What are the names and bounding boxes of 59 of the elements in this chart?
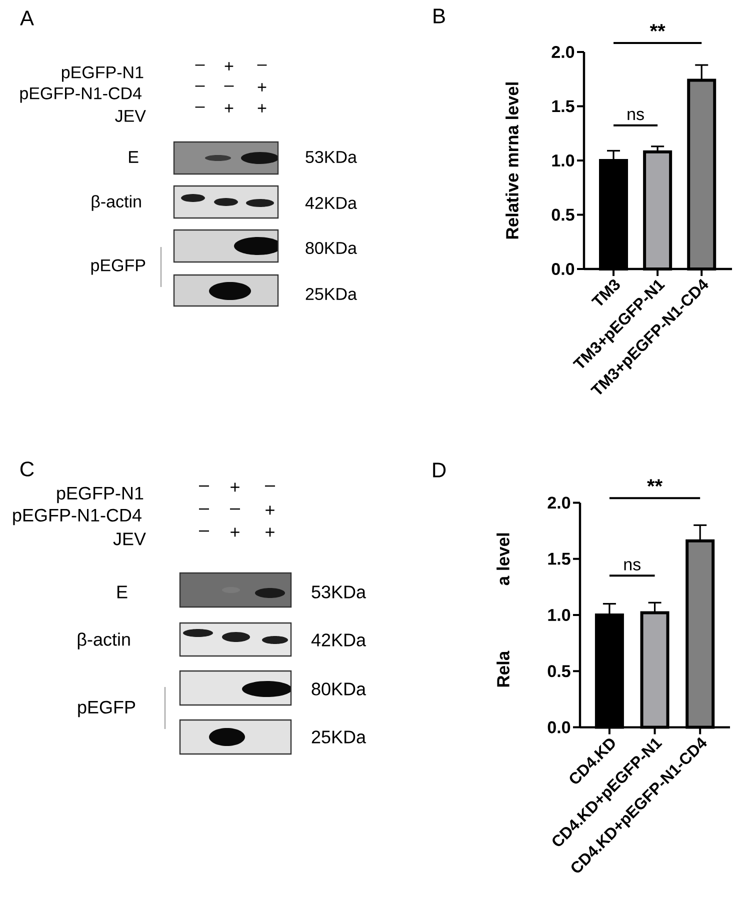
text: – xyxy=(195,64,205,66)
chart-title: B xyxy=(434,8,445,24)
y-axis-title: Rela xyxy=(496,650,510,687)
y-tick-label: 0.0 xyxy=(548,721,570,734)
y-tick-label: 0.5 xyxy=(548,665,570,678)
text: – xyxy=(198,530,209,532)
y-tick-label: 0.0 xyxy=(552,262,574,276)
y-tick-label: 1.5 xyxy=(552,100,574,112)
text: – xyxy=(198,485,209,487)
text: – xyxy=(257,64,267,66)
text: ** xyxy=(647,479,663,487)
text: 42KDa xyxy=(311,634,366,646)
text: E xyxy=(117,586,128,598)
y-tick-label: 2.0 xyxy=(548,496,570,509)
text: 80KDa xyxy=(306,242,357,254)
text: pEGFP xyxy=(78,700,136,718)
annotation: ns xyxy=(628,110,644,120)
text: – xyxy=(195,86,205,87)
text: + xyxy=(266,528,274,537)
y-tick-label: 1.5 xyxy=(548,552,570,565)
text: 42KDa xyxy=(305,196,357,210)
text: 25KDa xyxy=(312,730,366,744)
text: – xyxy=(195,106,205,108)
text: JEV xyxy=(115,110,146,122)
text: E xyxy=(129,151,138,163)
text: 53KDa xyxy=(306,150,357,164)
y-axis-title: Relative mrna level xyxy=(506,82,518,239)
text: – xyxy=(264,485,275,487)
text: 25KDa xyxy=(306,288,357,300)
text: + xyxy=(224,62,234,70)
text: 53KDa xyxy=(312,586,366,598)
y-tick-label: 0.5 xyxy=(552,208,574,221)
y-tick-label: 1.0 xyxy=(548,608,570,622)
text: + xyxy=(230,482,240,492)
text: + xyxy=(266,506,274,515)
text: – xyxy=(224,86,234,87)
text: a level xyxy=(496,533,510,586)
chart-title: D xyxy=(433,462,446,478)
text: + xyxy=(258,104,266,112)
text: – xyxy=(230,508,240,510)
text: pEGFP-N1 xyxy=(57,486,144,504)
text: + xyxy=(230,528,240,537)
y-tick-label: 2.0 xyxy=(552,46,574,58)
text: 80KDa xyxy=(312,682,366,696)
text: pEGFP-N1-CD4 xyxy=(20,87,142,103)
text: β-actin xyxy=(78,632,130,650)
text: – xyxy=(198,508,209,510)
text: A xyxy=(20,10,34,26)
text: JEV xyxy=(113,532,146,546)
annotation: ns xyxy=(624,561,640,570)
text: ** xyxy=(650,24,666,32)
text: pEGFP xyxy=(91,259,146,275)
y-tick-label: 1.0 xyxy=(552,154,574,167)
text: pEGFP-N1 xyxy=(62,66,144,82)
text: + xyxy=(258,83,266,92)
text: + xyxy=(224,104,234,112)
text: β-actin xyxy=(92,195,141,211)
text: C xyxy=(20,462,34,476)
text: pEGFP-N1-CD4 xyxy=(13,508,142,526)
